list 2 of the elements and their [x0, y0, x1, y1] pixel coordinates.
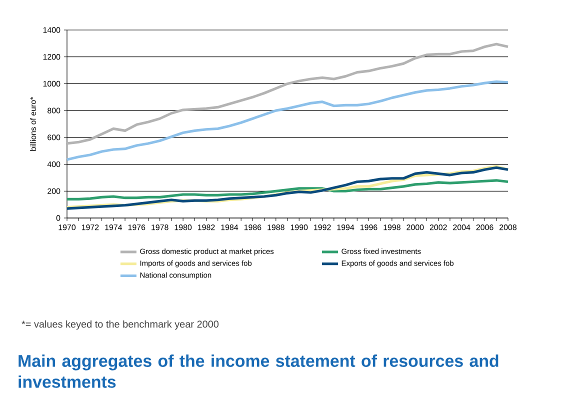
text: *= values keyed to the benchmark year 2000 [22, 320, 219, 330]
text: Main aggregates of the income statement of resources and investments [18, 354, 498, 388]
